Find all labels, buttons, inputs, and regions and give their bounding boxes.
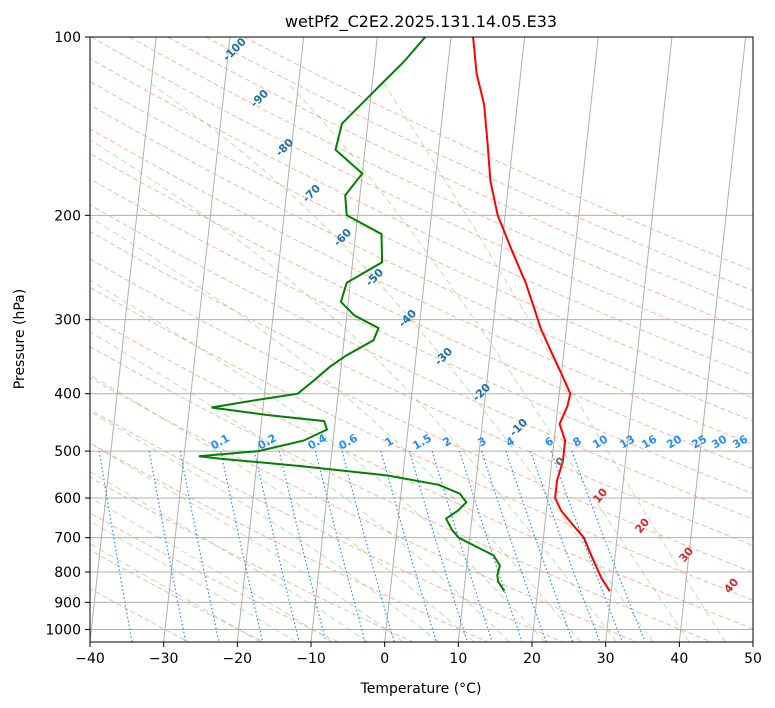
isotherm-line — [163, 37, 231, 642]
x-tick-label: 30 — [597, 651, 615, 667]
mixing-ratio-line — [278, 450, 327, 642]
moist-adiabat-line — [90, 139, 618, 642]
x-tick-label: 40 — [670, 651, 688, 667]
moist-adiabat-line — [90, 216, 582, 642]
moist-adiabat-line — [90, 442, 404, 642]
x-tick-label: −20 — [223, 651, 253, 667]
isotherm-line — [457, 37, 526, 642]
dry-adiabat-line — [167, 37, 753, 312]
dry-adiabat-line — [90, 231, 753, 547]
isotherm-line — [384, 37, 452, 642]
plot-frame — [89, 36, 754, 643]
mixing-ratio-line — [408, 450, 469, 642]
dry-adiabat-line — [90, 153, 753, 470]
x-tick-label: 50 — [744, 651, 762, 667]
isotherm-line — [90, 37, 157, 642]
y-tick-label: 400 — [54, 387, 81, 403]
dry-adiabat-line — [90, 286, 753, 601]
x-tick-label: 10 — [449, 651, 467, 667]
dry-adiabat-line — [90, 128, 753, 446]
y-tick-label: 900 — [54, 595, 81, 611]
moist-adiabat-line — [288, 83, 690, 642]
isotherm-line — [678, 37, 747, 642]
dry-adiabat-line — [90, 315, 753, 630]
dry-adiabat-line — [90, 258, 753, 574]
dry-adiabat-line — [90, 57, 753, 377]
x-axis-label: Temperature (°C) — [360, 681, 482, 697]
moist-adiabat-line — [90, 520, 297, 642]
dry-adiabat-line — [90, 204, 753, 520]
dry-adiabat-line — [243, 37, 753, 272]
mixing-ratio-line — [505, 450, 574, 642]
moist-adiabat-line — [90, 411, 439, 642]
y-axis-label: Pressure (hPa) — [12, 289, 28, 389]
y-tick-label: 600 — [54, 491, 81, 507]
mixing-ratio-line — [148, 450, 187, 642]
x-tick-label: 20 — [523, 651, 541, 667]
y-tick-label: 200 — [54, 208, 81, 224]
mixing-ratio-line — [571, 450, 646, 642]
profile-lines — [198, 37, 611, 592]
x-tick-label: −40 — [75, 651, 105, 667]
y-tick-label: 700 — [54, 531, 81, 547]
dry-adiabat-line — [91, 37, 753, 355]
moist-adiabat-line — [90, 471, 368, 642]
x-tick-label: −30 — [149, 651, 179, 667]
moist-adiabat-line — [151, 83, 654, 642]
mixing-ratio-line — [458, 450, 523, 642]
mixing-ratio-line — [341, 450, 395, 642]
y-tick-label: 300 — [54, 313, 81, 329]
x-tick-label: 0 — [380, 651, 389, 667]
mixing-ratio-line — [253, 450, 300, 642]
y-tick-label: 1000 — [45, 622, 81, 638]
dry-adiabat-line — [90, 512, 339, 642]
background-lines — [90, 37, 753, 642]
y-tick-label: 100 — [54, 30, 81, 46]
moist-adiabat-line — [90, 543, 261, 642]
isotherm-line — [531, 37, 599, 642]
chart-title: wetPf2_C2E2.2025.131.14.05.E33 — [285, 12, 557, 32]
y-tick-label: 500 — [54, 444, 81, 460]
axis-ticks: −40 −30 −20 −10 0 10 20 30 40 50 100 200 300 400 500 60… — [45, 30, 762, 667]
mixing-ratio-line — [550, 450, 623, 642]
isotherm-line — [605, 37, 673, 642]
moist-adiabat-line — [383, 83, 727, 642]
mixing-ratio-line — [431, 450, 493, 642]
mixing-ratio-line — [380, 450, 437, 642]
temperature-line — [472, 37, 611, 592]
mixing-ratio-line — [314, 450, 366, 642]
mixing-ratio-line — [179, 450, 220, 642]
mixing-ratio-line — [220, 450, 264, 642]
moist-adiabat-line — [90, 279, 546, 642]
dewpoint-line — [198, 37, 506, 592]
mixing-ratio-line — [481, 450, 547, 642]
isotherm-line — [236, 37, 305, 642]
x-tick-label: −10 — [296, 651, 326, 667]
y-tick-label: 800 — [54, 565, 81, 581]
moist-adiabat-line — [90, 374, 475, 642]
dry-adiabat-line — [90, 80, 753, 399]
